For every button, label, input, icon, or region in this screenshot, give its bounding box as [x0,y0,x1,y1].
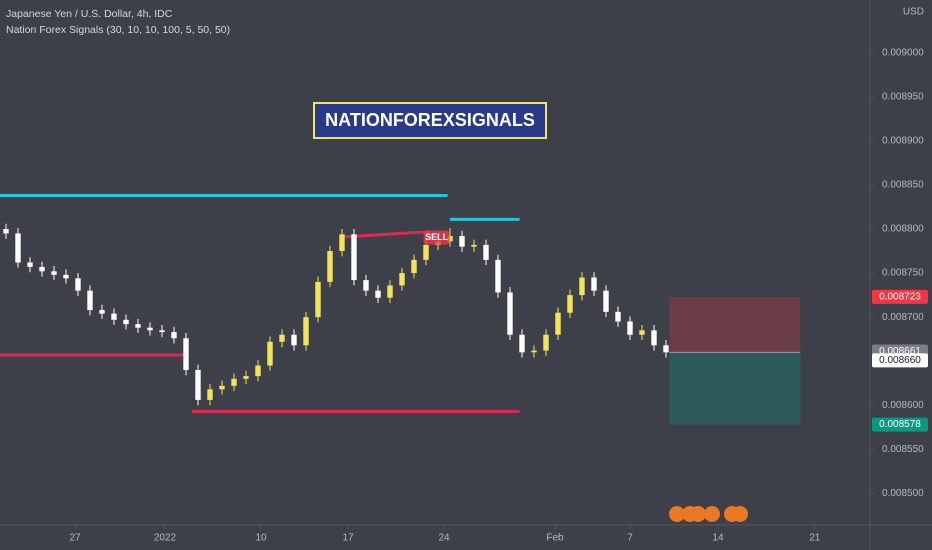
candle-body [483,244,489,260]
candle-body [267,341,273,366]
candle-body [51,271,57,275]
candle-body [195,369,201,400]
price-tag-label: 0.008723 [879,291,921,302]
x-tick-label: 17 [342,533,354,544]
currency-label: USD [903,7,924,18]
candle-body [231,378,237,386]
trend-line [343,230,430,239]
candle-body [27,262,33,267]
candle-body [615,311,621,322]
y-tick-label: 0.008600 [882,400,924,411]
y-tick-label: 0.008700 [882,312,924,323]
candle-body [243,376,249,379]
candle-body [183,338,189,370]
target-zone [669,352,801,425]
signal-label: SELL [425,232,449,242]
candle-body [87,290,93,311]
candle-body [111,313,117,320]
candle-body [135,324,141,328]
y-tick-label: 0.008750 [882,268,924,279]
candle-body [75,278,81,291]
x-tick-label: Feb [546,533,564,544]
candle-body [291,334,297,346]
signal-badge [423,230,450,245]
candle-body [567,295,573,313]
candle-body [255,365,261,377]
candle-body [399,273,405,286]
candle-body [459,236,465,247]
price-tag-label: 0.008660 [879,355,921,366]
y-tick-label: 0.009000 [882,47,924,58]
candle-body [171,332,177,339]
candle-body [651,330,657,346]
candle-body [447,236,453,242]
price-tag-label: 0.008661 [879,346,921,357]
candle-body [507,292,513,335]
candle-body [591,277,597,291]
candle-body [555,312,561,335]
candle-body [411,259,417,274]
candle-body [495,259,501,293]
candle-body [3,229,9,234]
y-tick-label: 0.008550 [882,444,924,455]
candle-body [99,310,105,314]
candle-body [351,234,357,281]
event-icon [732,506,748,522]
candle-body [315,281,321,318]
price-tag-label: 0.008578 [879,419,921,430]
candle-body [39,266,45,272]
candle-body [579,277,585,296]
y-tick-label: 0.008850 [882,180,924,191]
candle-body [519,334,525,353]
candle-body [147,327,153,331]
candle-body [279,334,285,342]
candle-body [159,330,165,333]
candle-body [387,285,393,298]
candle-body [207,389,213,400]
candle-body [543,334,549,351]
candle-body [339,234,345,252]
event-icon [669,506,685,522]
x-tick-label: 7 [627,533,633,544]
candle-body [627,321,633,335]
candle-body [663,345,669,353]
x-tick-label: 10 [255,533,267,544]
event-icons [669,506,748,522]
x-tick-label: 24 [438,533,450,544]
candle-body [219,385,225,390]
candle-body [303,317,309,346]
watermark: NATIONFOREXSIGNALS [325,110,535,130]
x-tick-label: 2022 [154,533,177,544]
candle-body [531,350,537,353]
y-tick-label: 0.008800 [882,224,924,235]
y-tick-label: 0.008900 [882,136,924,147]
x-tick-label: 14 [712,533,724,544]
candle-body [471,244,477,247]
x-tick-label: 27 [69,533,81,544]
price-tag [872,289,928,304]
price-tag [872,417,928,432]
indicator-label: Nation Forex Signals (30, 10, 10, 100, 5… [6,24,230,36]
candle-body [423,244,429,260]
candle-body [123,319,129,325]
candle-body [603,290,609,312]
chart-title: Japanese Yen / U.S. Dollar, 4h, IDC [6,8,173,20]
y-tick-label: 0.008500 [882,488,924,499]
event-icon [690,506,706,522]
candle-body [327,251,333,282]
candle-body [63,274,69,279]
event-icon [704,506,720,522]
x-tick-label: 21 [809,533,821,544]
candle-body [639,330,645,335]
y-tick-label: 0.008950 [882,92,924,103]
candle-body [363,280,369,291]
candle-body [375,290,381,298]
watermark-box [313,102,547,139]
candle-body [15,233,21,263]
stop-zone [669,296,801,353]
price-tag [872,353,928,368]
